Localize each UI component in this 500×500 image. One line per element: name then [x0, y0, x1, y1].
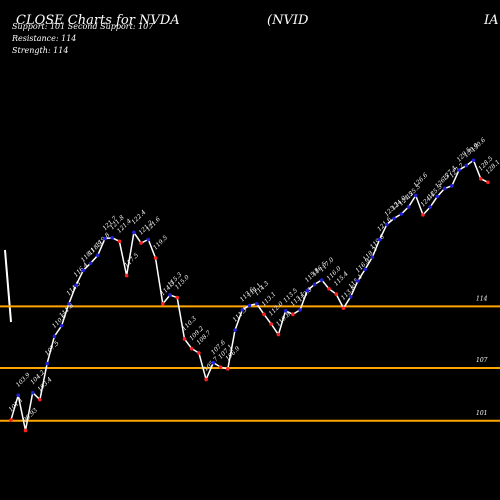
value-label: 115.1: [347, 273, 364, 290]
up-marker: [312, 282, 317, 287]
down-marker: [334, 292, 339, 296]
down-marker: [182, 337, 187, 341]
down-marker: [327, 287, 331, 291]
up-marker: [16, 393, 21, 398]
up-marker: [471, 158, 476, 163]
up-marker: [247, 303, 252, 308]
up-marker: [74, 283, 78, 288]
value-label: 121.6: [145, 216, 162, 233]
up-marker: [146, 237, 151, 242]
up-marker: [81, 268, 86, 273]
up-marker: [442, 186, 447, 191]
up-marker: [30, 390, 35, 395]
up-marker: [88, 261, 93, 266]
value-label: 130.6: [470, 136, 487, 153]
down-marker: [189, 346, 194, 351]
up-marker: [450, 184, 454, 188]
chart-title-symbol: (NVID: [267, 13, 309, 28]
up-marker: [392, 216, 396, 221]
strength-text: Strength: 114: [12, 46, 69, 55]
down-marker: [269, 322, 273, 326]
down-marker: [421, 213, 425, 217]
up-marker: [305, 288, 310, 293]
up-marker: [45, 361, 49, 366]
up-marker: [233, 328, 237, 332]
up-marker: [457, 168, 461, 172]
down-marker: [478, 177, 483, 181]
up-marker: [254, 301, 259, 306]
down-marker: [9, 418, 13, 422]
value-label: 107.5: [44, 340, 61, 357]
value-label: 126.6: [412, 172, 429, 189]
down-marker: [197, 351, 201, 355]
up-marker: [103, 236, 107, 241]
up-marker: [67, 301, 71, 306]
value-labels: 101.1103.999.93104.2103.4107.5110.6111.8…: [7, 136, 500, 423]
support-text: Support: 101 Second Support: 107: [12, 22, 154, 31]
resistance-text: Resistance: 114: [12, 34, 77, 43]
down-marker: [276, 332, 281, 337]
up-marker: [363, 267, 367, 272]
price-markers: [9, 158, 490, 433]
left-axis-stroke: [4, 249, 12, 323]
down-marker: [23, 428, 28, 433]
up-marker: [52, 334, 57, 339]
down-marker: [486, 180, 490, 185]
up-marker: [319, 278, 324, 282]
up-marker: [132, 230, 136, 235]
value-label: 113.6: [297, 286, 314, 303]
down-marker: [218, 365, 223, 369]
up-marker: [95, 253, 100, 258]
value-label: 119.6: [369, 233, 386, 250]
value-label: 119.8: [94, 232, 111, 249]
up-marker: [211, 360, 216, 365]
up-marker: [385, 222, 389, 227]
up-marker: [356, 279, 360, 283]
up-marker: [435, 194, 440, 199]
level-lines: 114 107 101: [0, 295, 500, 422]
value-label: 119.5: [152, 234, 169, 251]
up-marker: [298, 308, 302, 312]
down-marker: [160, 301, 165, 306]
up-marker: [283, 309, 288, 313]
down-marker: [153, 256, 158, 260]
level-label-107: 107: [476, 357, 488, 364]
down-marker: [175, 295, 180, 300]
down-marker: [341, 306, 346, 310]
up-marker: [464, 163, 469, 168]
level-label-101: 101: [476, 410, 487, 417]
level-label-114: 114: [476, 295, 488, 302]
up-marker: [348, 294, 353, 299]
value-label: 111.3: [231, 306, 248, 323]
down-marker: [204, 377, 208, 382]
up-marker: [370, 255, 375, 259]
value-label: 127.7: [448, 162, 465, 179]
chart-title: CLOSE Charts for NVDA: [16, 13, 180, 28]
down-marker: [262, 312, 266, 317]
down-marker: [139, 241, 143, 245]
chart-title-tail: IA C: [484, 13, 500, 28]
down-marker: [124, 273, 129, 278]
up-marker: [406, 205, 411, 209]
up-marker: [240, 308, 245, 312]
up-marker: [110, 235, 114, 240]
value-label: 117.5: [123, 252, 140, 269]
up-marker: [168, 293, 172, 297]
up-marker: [428, 205, 432, 209]
down-marker: [291, 312, 295, 317]
down-marker: [226, 367, 230, 371]
up-marker: [413, 193, 418, 198]
down-marker: [117, 239, 122, 244]
up-marker: [377, 237, 382, 242]
up-marker: [399, 212, 404, 216]
up-marker: [59, 323, 64, 328]
down-marker: [38, 397, 42, 402]
value-label: 114.3: [65, 280, 82, 297]
